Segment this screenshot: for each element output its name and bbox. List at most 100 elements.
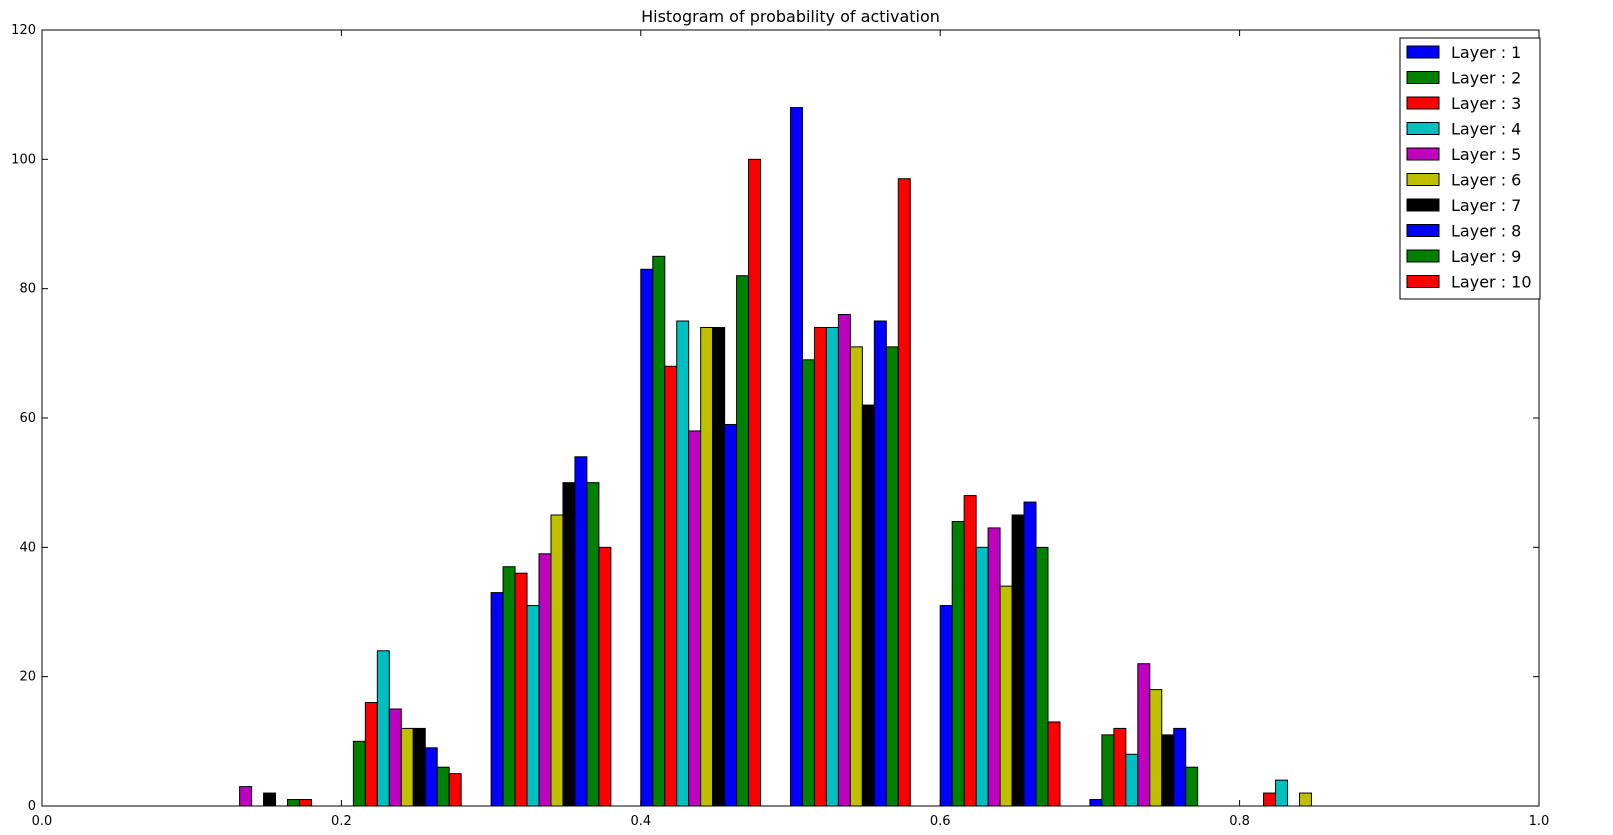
legend-label-layer-10: Layer : 10: [1451, 273, 1532, 292]
x-tick-label: 0.4: [630, 814, 651, 829]
bar-layer-2-bin-4: [502, 566, 516, 807]
bar-layer-5-bin-6: [837, 314, 851, 807]
bar-layer-7-bin-6: [861, 404, 875, 807]
bar-layer-9-bin-3: [436, 766, 450, 807]
legend-swatch-layer-8: [1406, 224, 1440, 237]
x-tick-label: 0.0: [32, 814, 53, 829]
legend-swatch-layer-6: [1406, 173, 1440, 186]
bar-layer-4-bin-8: [1125, 753, 1139, 807]
bar-layer-3-bin-5: [664, 365, 678, 807]
bar-layer-9-bin-5: [736, 275, 750, 807]
bar-layer-9-bin-2: [287, 799, 300, 807]
bar-layer-2-bin-6: [801, 359, 815, 807]
bar-layer-6-bin-5: [700, 326, 714, 807]
bar-layer-5-bin-4: [538, 553, 552, 807]
bar-layer-2-bin-3: [352, 740, 366, 807]
bar-layer-10-bin-3: [448, 773, 462, 807]
bar-layer-3-bin-3: [364, 702, 378, 807]
bar-layer-7-bin-8: [1161, 734, 1175, 807]
bar-layer-4-bin-4: [526, 605, 540, 807]
x-tick-label: 0.2: [331, 814, 352, 829]
bar-layer-10-bin-5: [748, 158, 762, 807]
bar-layer-6-bin-4: [550, 514, 564, 807]
bar-layer-8-bin-6: [873, 320, 887, 807]
bar-layer-4-bin-6: [825, 326, 839, 807]
legend-swatch-layer-4: [1406, 122, 1440, 135]
bar-layer-1-bin-5: [640, 268, 654, 807]
bar-layer-9-bin-6: [885, 346, 899, 807]
bar-layer-4-bin-9: [1275, 779, 1289, 807]
legend-label-layer-4: Layer : 4: [1451, 120, 1521, 139]
bar-layer-7-bin-5: [712, 326, 726, 807]
bar-layer-4-bin-3: [376, 650, 390, 807]
bar-layer-6-bin-7: [999, 585, 1013, 807]
x-tick-label: 1.0: [1529, 814, 1550, 829]
bar-layer-6-bin-8: [1149, 689, 1163, 807]
legend-swatch-layer-1: [1406, 45, 1440, 59]
bar-layer-5-bin-2: [239, 786, 253, 807]
y-tick-label: 120: [11, 23, 36, 38]
bar-layer-10-bin-2: [298, 799, 312, 807]
bar-layer-6-bin-9: [1298, 792, 1312, 807]
legend-label-layer-3: Layer : 3: [1451, 94, 1521, 113]
bars-layer: [239, 107, 1312, 807]
legend-label-layer-5: Layer : 5: [1451, 145, 1521, 164]
x-tick-label: 0.8: [1229, 814, 1250, 829]
bar-layer-4-bin-7: [975, 546, 989, 807]
y-tick-label: 60: [19, 411, 36, 426]
bar-layer-8-bin-3: [424, 747, 438, 807]
bar-layer-6-bin-3: [400, 727, 414, 807]
bar-layer-7-bin-7: [1011, 514, 1025, 807]
bar-layer-1-bin-6: [790, 107, 803, 807]
bar-layer-3-bin-9: [1263, 792, 1277, 807]
bar-layer-3-bin-8: [1113, 727, 1127, 807]
bar-layer-3-bin-4: [514, 572, 528, 807]
bar-layer-2-bin-7: [951, 520, 965, 807]
legend-swatch-layer-2: [1406, 71, 1440, 84]
legend-label-layer-9: Layer : 9: [1451, 247, 1521, 266]
bar-layer-3-bin-6: [813, 326, 827, 807]
legend-swatch-layer-3: [1406, 96, 1440, 110]
legend-swatch-layer-7: [1406, 198, 1440, 212]
bar-layer-1-bin-8: [1089, 799, 1103, 807]
legend-label-layer-8: Layer : 8: [1451, 222, 1521, 241]
bar-layer-10-bin-7: [1047, 721, 1061, 807]
bar-layer-3-bin-7: [963, 495, 977, 807]
bar-layer-8-bin-5: [724, 423, 738, 807]
bar-layer-6-bin-6: [849, 346, 863, 807]
legend-label-layer-2: Layer : 2: [1451, 69, 1521, 88]
bar-layer-4-bin-5: [676, 320, 690, 807]
y-tick-label: 80: [19, 282, 36, 297]
chart-title: Histogram of probability of activation: [641, 7, 940, 26]
bar-layer-10-bin-6: [897, 178, 911, 807]
bar-layer-1-bin-7: [939, 605, 953, 807]
bar-layer-5-bin-3: [388, 708, 402, 807]
legend-swatch-layer-9: [1406, 249, 1440, 263]
bar-layer-5-bin-5: [688, 430, 702, 807]
bar-layer-9-bin-4: [586, 482, 600, 807]
bar-layer-7-bin-4: [562, 482, 576, 807]
y-tick-label: 20: [19, 670, 36, 685]
legend-label-layer-6: Layer : 6: [1451, 171, 1521, 190]
legend-label-layer-1: Layer : 1: [1451, 43, 1521, 62]
legend-swatch-layer-5: [1406, 147, 1440, 161]
bar-layer-2-bin-5: [652, 255, 666, 807]
bar-layer-1-bin-4: [490, 592, 504, 807]
bar-layer-7-bin-3: [412, 727, 426, 807]
bar-layer-5-bin-8: [1137, 663, 1151, 807]
bar-layer-2-bin-8: [1101, 734, 1115, 807]
y-tick-label: 0: [28, 799, 36, 814]
bar-layer-8-bin-8: [1173, 727, 1187, 807]
ticks-layer: 0.0 0.2 0.4 0.6 0.8 1.0 0 20 40 60 80 100 120: [11, 23, 1549, 829]
bar-layer-8-bin-7: [1023, 501, 1037, 807]
bar-layer-5-bin-7: [987, 527, 1001, 807]
bar-layer-8-bin-4: [574, 456, 588, 807]
legend-label-layer-7: Layer : 7: [1451, 196, 1521, 215]
y-tick-label: 100: [11, 152, 36, 167]
legend-swatch-layer-10: [1406, 275, 1440, 288]
bar-layer-9-bin-8: [1185, 766, 1199, 807]
y-tick-label: 40: [19, 540, 36, 555]
bar-layer-9-bin-7: [1035, 546, 1049, 807]
